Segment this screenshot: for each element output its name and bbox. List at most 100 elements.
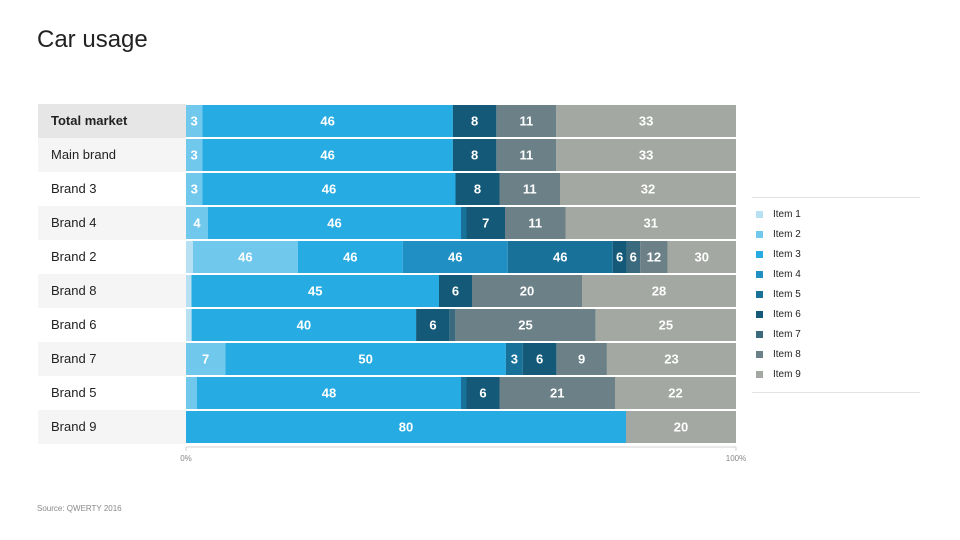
legend-item: Item 9 [752, 364, 920, 384]
bar-segment [556, 139, 736, 171]
bar-segment [186, 309, 192, 341]
bar-segment [455, 309, 596, 341]
data-label: 31 [644, 216, 658, 231]
category-label: Brand 2 [51, 249, 97, 264]
legend-label: Item 3 [773, 248, 801, 260]
bar-segment [505, 207, 566, 239]
legend-item: Item 2 [752, 224, 920, 244]
data-label: 3 [191, 114, 198, 129]
data-label: 6 [630, 250, 637, 265]
bar-segment [626, 241, 641, 273]
data-label: 6 [616, 250, 623, 265]
legend-item: Item 1 [752, 204, 920, 224]
data-label: 80 [399, 420, 413, 435]
bar-segment [667, 241, 736, 273]
legend-label: Item 7 [773, 328, 801, 340]
bar-segment [186, 343, 226, 375]
bar-segment [640, 241, 668, 273]
bar-segment [496, 105, 557, 137]
legend-item: Item 5 [752, 284, 920, 304]
category-label: Main brand [38, 138, 186, 172]
data-label: 20 [520, 284, 534, 299]
category-label: Brand 8 [38, 274, 186, 308]
data-label: 40 [297, 318, 311, 333]
data-label: 46 [320, 148, 334, 163]
data-label: 21 [550, 386, 564, 401]
legend-swatch [756, 210, 763, 218]
bar-segment [297, 241, 403, 273]
data-label: 9 [578, 352, 585, 367]
legend-item: Item 4 [752, 264, 920, 284]
bar-segment [225, 343, 506, 375]
bar-segment [439, 275, 472, 307]
category-label: Brand 7 [38, 342, 186, 376]
bar-segment [499, 173, 560, 205]
legend-label: Item 6 [773, 308, 801, 320]
data-label: 3 [191, 148, 198, 163]
legend: Item 1 Item 2 Item 3 Item 4 Item 5 Item 6 Item… [752, 197, 920, 393]
bar-segment [416, 309, 450, 341]
bar-segment [606, 343, 736, 375]
data-label: 6 [479, 386, 486, 401]
data-label: 20 [674, 420, 688, 435]
data-label: 8 [474, 182, 481, 197]
bar-segment [186, 207, 208, 239]
bar-segment [192, 241, 298, 273]
bar-segment [449, 309, 456, 341]
bar-segment [582, 275, 736, 307]
bar-segment [466, 377, 500, 409]
data-label: 46 [322, 182, 336, 197]
source-note: Source: QWERTY 2016 [37, 504, 122, 513]
data-label: 12 [647, 250, 661, 265]
legend-item: Item 3 [752, 244, 920, 264]
data-label: 25 [659, 318, 673, 333]
bar-segment [461, 377, 467, 409]
legend-swatch [756, 270, 763, 278]
data-label: 3 [511, 352, 518, 367]
legend-label: Item 4 [773, 268, 801, 280]
bar-segment [452, 139, 497, 171]
data-label: 50 [358, 352, 372, 367]
data-label: 28 [652, 284, 666, 299]
bar-segment [466, 207, 505, 239]
bar-segment [402, 241, 508, 273]
bar-segment [186, 173, 203, 205]
data-label: 11 [519, 148, 533, 163]
data-label: 46 [448, 250, 462, 265]
data-label: 30 [695, 250, 709, 265]
data-label: 46 [327, 216, 341, 231]
data-label: 8 [471, 114, 478, 129]
bar-segment [202, 105, 453, 137]
bar-segment [472, 275, 582, 307]
legend-swatch [756, 310, 763, 318]
data-label: 7 [202, 352, 209, 367]
x-tick-label: 100% [726, 454, 746, 463]
bar-segment [560, 173, 736, 205]
data-label: 33 [639, 148, 653, 163]
data-label: 46 [553, 250, 567, 265]
legend-swatch [756, 230, 763, 238]
data-label: 48 [322, 386, 336, 401]
data-label: 6 [452, 284, 459, 299]
data-label: 46 [343, 250, 357, 265]
bar-segment [452, 105, 497, 137]
bar-segment [202, 173, 456, 205]
bar-segment [186, 139, 203, 171]
category-label: Brand 4 [38, 206, 186, 240]
data-label: 22 [668, 386, 682, 401]
legend-item: Item 7 [752, 324, 920, 344]
legend-label: Item 8 [773, 348, 801, 360]
bar-segment [507, 241, 613, 273]
legend-label: Item 2 [773, 228, 801, 240]
category-label: Total market [38, 104, 186, 138]
legend-item: Item 6 [752, 304, 920, 324]
data-label: 46 [238, 250, 252, 265]
bar-segment [496, 139, 557, 171]
category-label: Brand 6 [51, 317, 97, 332]
data-label: 11 [519, 114, 533, 129]
legend-swatch [756, 290, 763, 298]
legend-swatch [756, 330, 763, 338]
legend-label: Item 1 [773, 208, 801, 220]
category-label: Brand 5 [51, 385, 97, 400]
bar-segment [461, 207, 467, 239]
